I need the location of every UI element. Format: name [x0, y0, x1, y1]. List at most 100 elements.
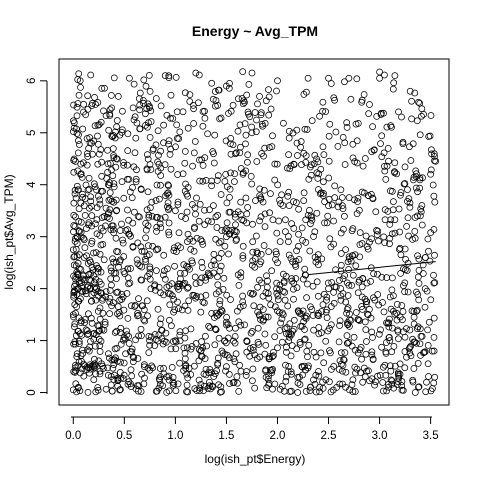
data-point	[248, 328, 256, 335]
data-point	[239, 242, 247, 250]
data-point	[90, 272, 97, 279]
data-point	[124, 274, 132, 282]
data-point	[414, 360, 422, 367]
data-point	[226, 80, 233, 87]
data-point	[395, 335, 402, 343]
data-point	[196, 156, 203, 164]
data-point	[88, 263, 96, 271]
data-point	[91, 360, 99, 368]
data-point	[311, 253, 319, 261]
data-point	[349, 376, 357, 384]
data-point	[274, 259, 281, 267]
data-point	[230, 231, 238, 239]
data-point	[290, 316, 298, 324]
data-point	[132, 178, 140, 186]
data-point	[92, 249, 100, 256]
data-point	[217, 383, 225, 391]
data-point	[382, 371, 390, 379]
data-point	[358, 355, 365, 363]
data-point	[176, 128, 184, 136]
data-point	[358, 283, 366, 291]
data-point	[113, 275, 120, 282]
data-point	[131, 113, 139, 121]
data-point	[314, 158, 322, 166]
data-point	[278, 191, 285, 199]
data-point	[335, 338, 343, 346]
data-point	[249, 377, 256, 385]
data-point	[384, 145, 392, 152]
data-point	[106, 287, 114, 294]
data-point	[221, 337, 228, 345]
data-point	[83, 161, 91, 169]
data-point	[197, 347, 205, 355]
data-point	[71, 223, 79, 230]
data-point	[105, 126, 113, 134]
data-point	[79, 271, 87, 279]
data-point	[70, 313, 77, 321]
data-point	[115, 263, 122, 271]
data-point	[253, 158, 261, 165]
data-point	[117, 386, 124, 393]
data-point	[293, 139, 301, 147]
data-point	[296, 341, 304, 348]
data-point	[224, 320, 232, 328]
data-point	[339, 367, 346, 375]
data-point	[427, 112, 435, 119]
data-point	[217, 308, 224, 316]
data-point	[120, 306, 128, 314]
data-point	[310, 160, 318, 168]
data-point	[110, 226, 117, 233]
data-point	[316, 190, 324, 198]
data-point	[227, 169, 234, 177]
data-point	[151, 331, 159, 338]
data-point	[199, 108, 207, 115]
data-point	[128, 348, 136, 356]
data-point	[108, 166, 115, 174]
data-point	[365, 192, 372, 199]
data-point	[267, 190, 274, 197]
data-point	[282, 228, 289, 235]
data-point	[231, 358, 239, 366]
data-point	[165, 191, 173, 199]
data-point	[409, 140, 417, 148]
data-point	[88, 319, 96, 327]
data-point	[409, 378, 417, 386]
data-point	[229, 101, 237, 109]
data-point	[287, 162, 295, 170]
data-point	[144, 123, 151, 131]
data-point	[301, 335, 309, 343]
data-point	[184, 344, 191, 352]
data-point	[386, 221, 394, 228]
data-point	[214, 102, 222, 109]
data-point	[181, 349, 189, 357]
data-point	[105, 196, 113, 204]
data-point	[172, 345, 180, 353]
data-point	[156, 320, 164, 328]
data-point	[343, 332, 351, 339]
data-point	[120, 161, 128, 169]
data-point	[236, 121, 244, 129]
data-point	[113, 155, 121, 163]
data-point	[343, 124, 351, 131]
data-point	[128, 194, 136, 202]
data-point	[232, 324, 239, 332]
data-point	[146, 337, 153, 344]
data-point	[262, 366, 270, 374]
data-point	[72, 275, 79, 283]
data-point	[404, 288, 412, 296]
data-point	[217, 238, 225, 245]
data-point	[152, 286, 159, 294]
data-point	[284, 192, 292, 200]
data-point	[193, 387, 201, 394]
data-point	[144, 364, 152, 372]
data-point	[344, 319, 351, 326]
data-point	[74, 149, 82, 157]
data-point	[70, 119, 78, 127]
data-point	[252, 197, 259, 204]
data-point	[210, 202, 217, 209]
data-point	[239, 100, 247, 108]
data-point	[210, 159, 218, 167]
data-point	[406, 199, 414, 207]
data-point	[134, 387, 142, 395]
data-point	[247, 345, 254, 352]
